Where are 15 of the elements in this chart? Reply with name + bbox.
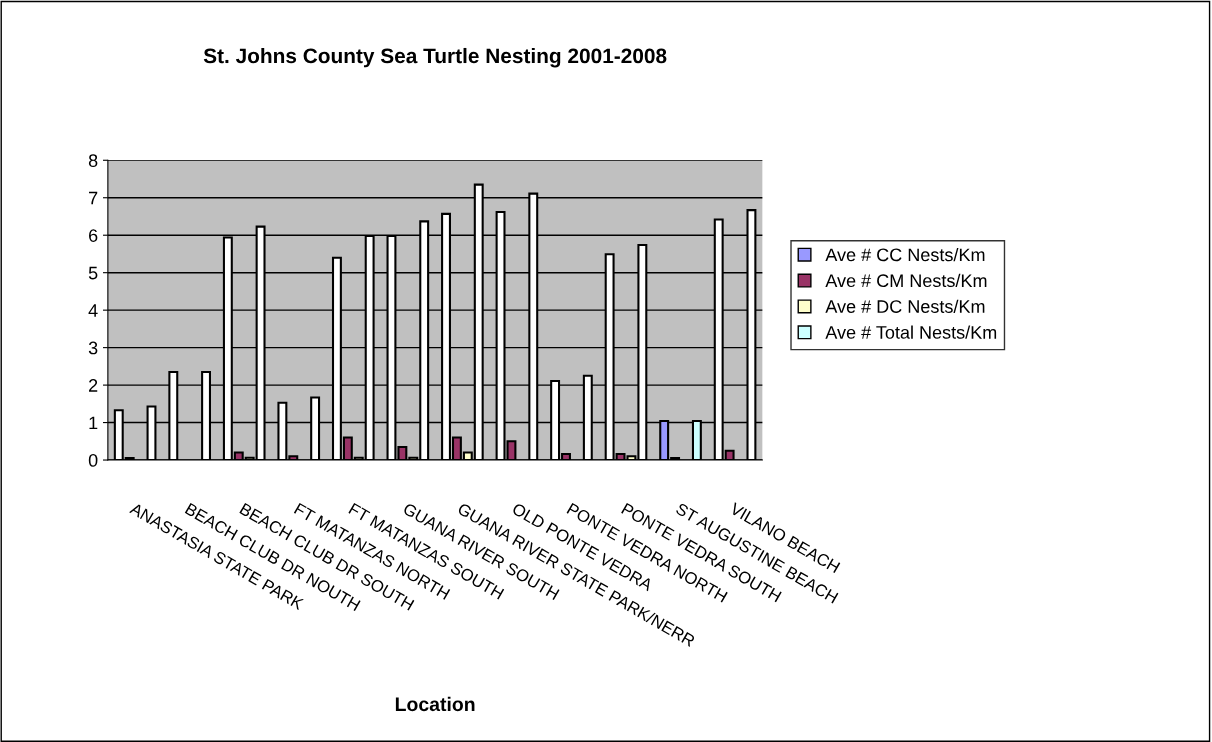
y-tick-label: 3 [88,341,98,355]
y-tick-label: 1 [89,416,98,430]
chart-title: St. Johns County Sea Turtle Nesting 2001-2008 [203,47,667,68]
y-tick-label: 0 [88,453,98,467]
y-tick-label: 8 [88,154,98,167]
y-tick-label: 2 [89,379,98,392]
legend-label: Ave # DC Nests/Km [825,299,985,313]
legend-label: Ave # Total Nests/Km [825,325,997,339]
y-tick-label: 7 [89,191,98,205]
y-tick-label: 6 [89,229,98,242]
legend-label: Ave # CC Nests/Km [825,247,985,262]
legend-label: Ave # CM Nests/Km [825,273,987,288]
x-axis-title: Location [395,696,475,712]
y-tick-label: 5 [88,266,98,280]
y-tick-label: 4 [88,304,98,317]
